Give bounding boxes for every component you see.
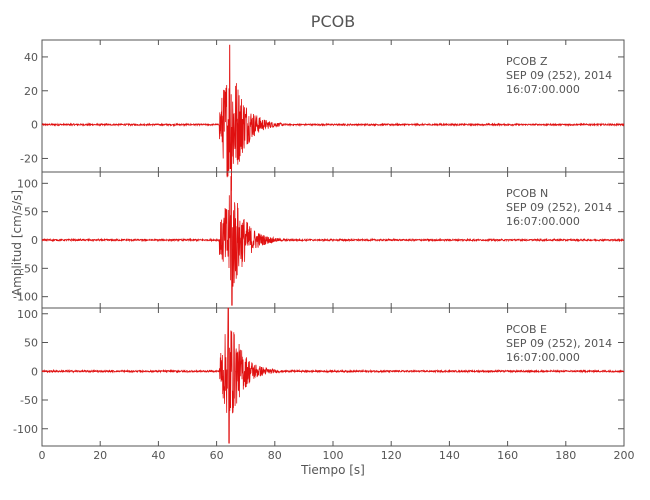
x-tick-label: 80 xyxy=(268,449,282,462)
y-tick-label: 20 xyxy=(24,85,38,98)
panel-info-line: PCOB N xyxy=(506,187,548,200)
x-tick-label: 60 xyxy=(210,449,224,462)
panel-info-line: 16:07:00.000 xyxy=(506,83,580,96)
panel-info-line: 16:07:00.000 xyxy=(506,351,580,364)
y-tick-label: 0 xyxy=(31,234,38,247)
y-tick-label: -20 xyxy=(20,152,38,165)
waveform-trace xyxy=(41,307,625,444)
y-tick-label: 0 xyxy=(31,119,38,132)
y-axis-label: Amplitud [cm/s/s] xyxy=(10,190,24,296)
y-tick-label: 50 xyxy=(24,206,38,219)
x-tick-label: 160 xyxy=(497,449,518,462)
panel-info-line: PCOB E xyxy=(506,323,547,336)
y-tick-label: 40 xyxy=(24,51,38,64)
y-tick-label: 50 xyxy=(24,337,38,350)
y-tick-label: 100 xyxy=(17,177,38,190)
panel-info-line: PCOB Z xyxy=(506,55,548,68)
waveform-trace xyxy=(41,44,625,191)
panel-info-line: 16:07:00.000 xyxy=(506,215,580,228)
panel-info-line: SEP 09 (252), 2014 xyxy=(506,337,612,350)
panel-info-line: SEP 09 (252), 2014 xyxy=(506,201,612,214)
x-tick-label: 100 xyxy=(323,449,344,462)
y-tick-label: 100 xyxy=(17,308,38,321)
x-tick-label: 0 xyxy=(39,449,46,462)
y-tick-label: 0 xyxy=(31,365,38,378)
waveform-trace xyxy=(41,176,625,306)
x-axis-label: Tiempo [s] xyxy=(300,463,365,477)
x-tick-label: 140 xyxy=(439,449,460,462)
panel-info-line: SEP 09 (252), 2014 xyxy=(506,69,612,82)
x-tick-label: 200 xyxy=(614,449,635,462)
x-tick-label: 40 xyxy=(151,449,165,462)
y-tick-label: -100 xyxy=(13,423,38,436)
x-tick-label: 120 xyxy=(381,449,402,462)
x-tick-label: 20 xyxy=(93,449,107,462)
y-tick-label: -50 xyxy=(20,394,38,407)
y-tick-label: -100 xyxy=(13,291,38,304)
y-tick-label: -50 xyxy=(20,262,38,275)
x-tick-label: 180 xyxy=(555,449,576,462)
chart-title: PCOB xyxy=(311,12,355,31)
